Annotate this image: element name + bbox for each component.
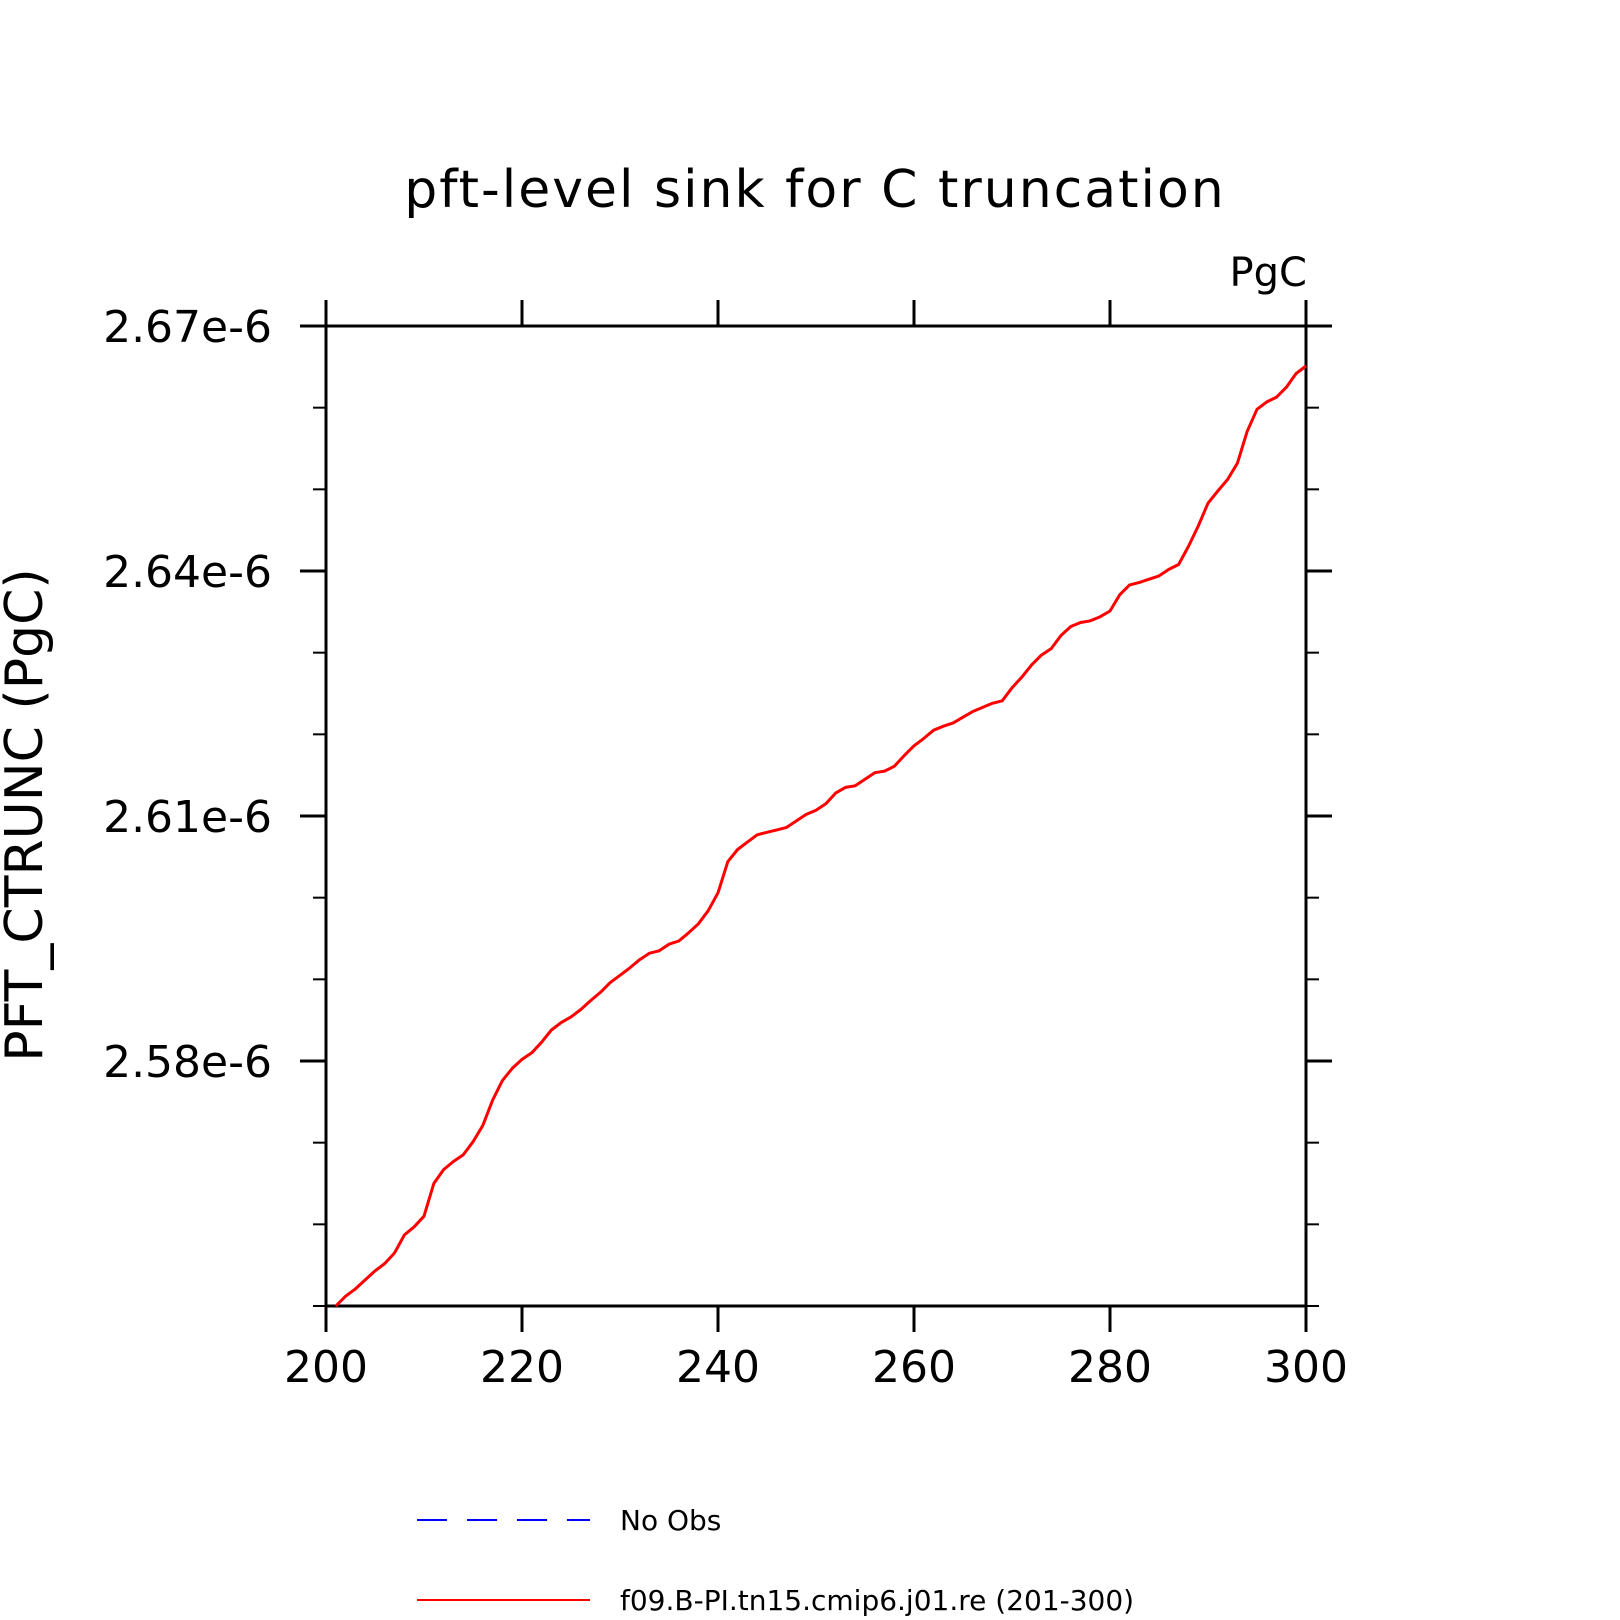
legend-label-model: f09.B-PI.tn15.cmip6.j01.re (201-300) bbox=[620, 1584, 1134, 1617]
y-tick-labels: 2.58e-6 2.61e-6 2.64e-6 2.67e-6 bbox=[103, 302, 272, 1088]
x-tick-label: 240 bbox=[676, 1342, 760, 1393]
units-label: PgC bbox=[1230, 250, 1307, 296]
x-tick-label: 220 bbox=[480, 1342, 564, 1393]
series-line-1 bbox=[334, 364, 1307, 1308]
x-tick-label: 260 bbox=[872, 1342, 956, 1393]
y-tick-label: 2.61e-6 bbox=[103, 792, 272, 843]
legend: No Obs f09.B-PI.tn15.cmip6.j01.re (201-3… bbox=[417, 1504, 1134, 1617]
axis-ticks bbox=[300, 300, 1332, 1332]
chart-title: pft-level sink for C truncation bbox=[404, 160, 1225, 220]
x-tick-label: 280 bbox=[1068, 1342, 1152, 1393]
y-axis-label: PFT_CTRUNC (PgC) bbox=[0, 568, 55, 1061]
plot-frame bbox=[324, 324, 1308, 1308]
y-tick-label: 2.64e-6 bbox=[103, 547, 272, 598]
series-lines bbox=[334, 364, 1307, 1308]
x-tick-label: 200 bbox=[284, 1342, 368, 1393]
y-tick-label: 2.67e-6 bbox=[103, 302, 272, 353]
y-tick-label: 2.58e-6 bbox=[103, 1037, 272, 1088]
legend-label-no-obs: No Obs bbox=[620, 1504, 721, 1537]
x-tick-labels: 200 220 240 260 280 300 bbox=[284, 1342, 1348, 1393]
x-tick-label: 300 bbox=[1264, 1342, 1348, 1393]
